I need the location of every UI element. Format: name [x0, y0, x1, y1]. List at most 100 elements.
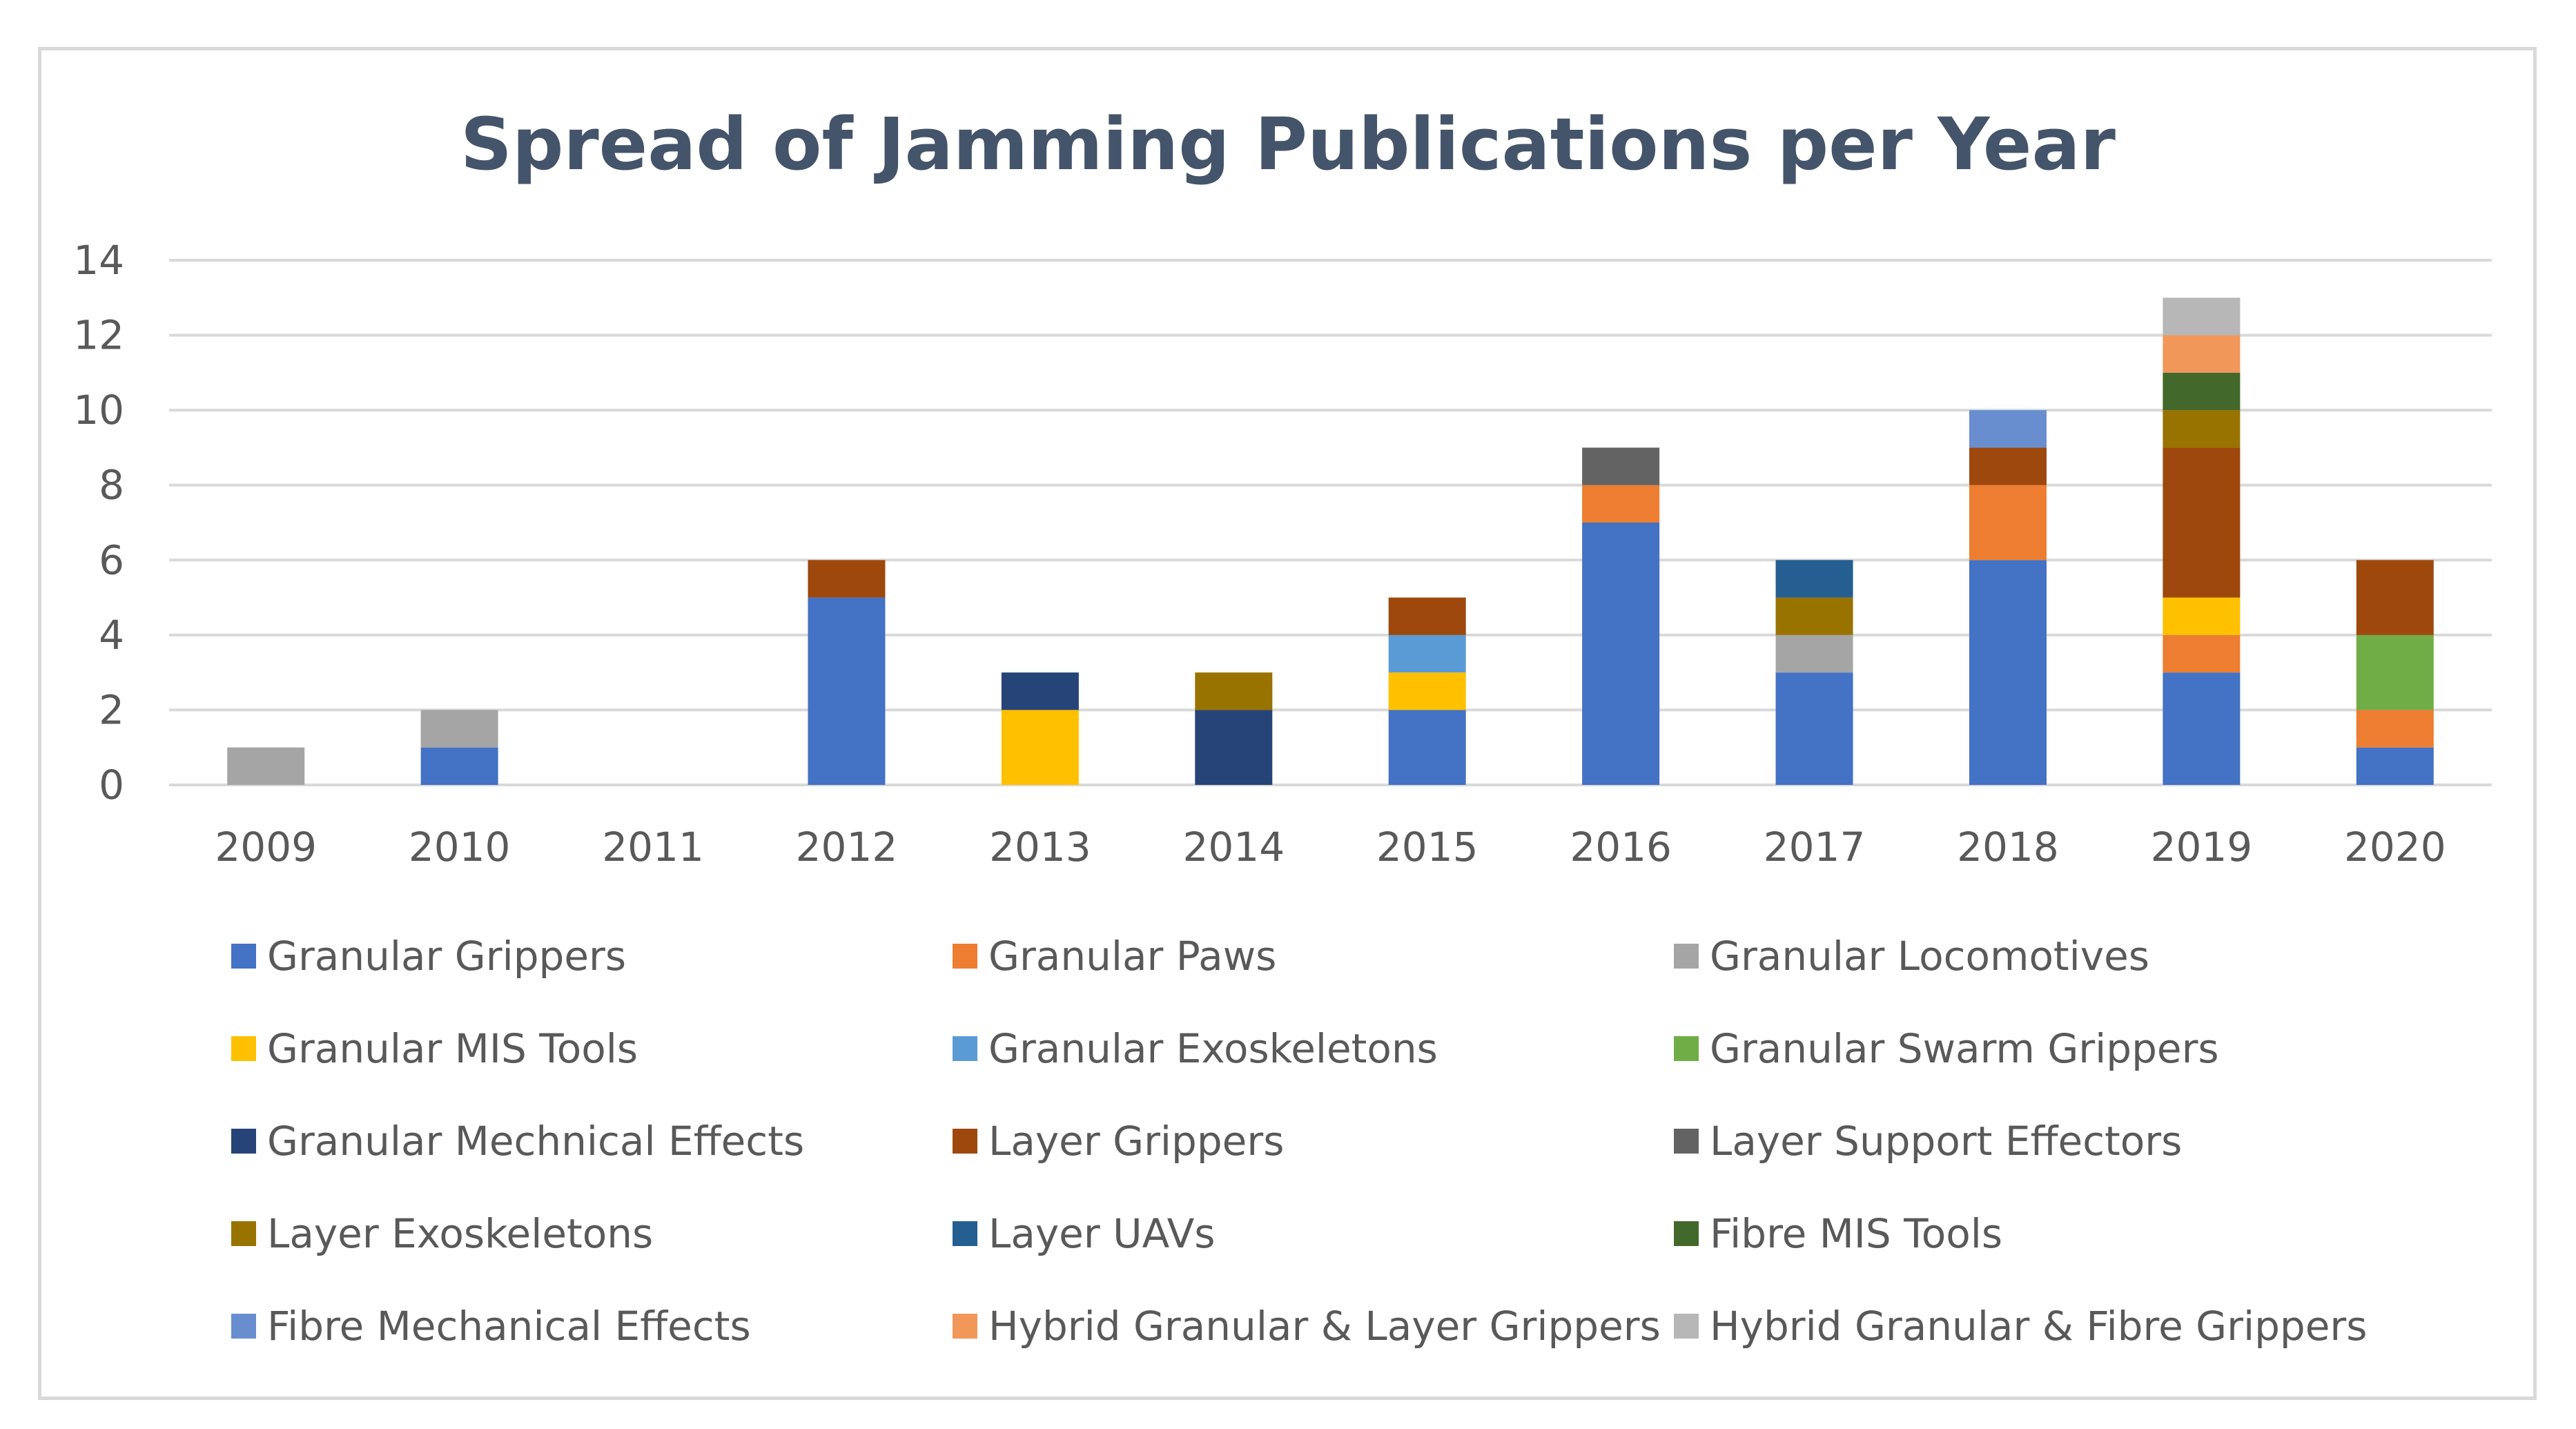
y-tick-label: 2	[99, 686, 124, 733]
x-tick-label: 2015	[1376, 824, 1479, 871]
bar-segment	[2356, 560, 2434, 635]
legend-swatch	[1674, 944, 1699, 969]
bar-segment	[1775, 560, 1853, 598]
bar-segment	[2356, 747, 2434, 785]
bar-segment	[420, 710, 498, 748]
legend-label: Fibre MIS Tools	[1710, 1210, 2002, 1257]
bar-segment	[2163, 372, 2241, 411]
bar-segment	[1582, 485, 1660, 523]
x-tick-label: 2020	[2344, 824, 2446, 871]
legend-swatch	[231, 1221, 256, 1246]
legend-item: Layer Support Effectors	[1674, 1118, 2182, 1165]
legend-swatch	[231, 1129, 256, 1154]
bar-segment	[1195, 672, 1273, 710]
legend-label: Hybrid Granular & Fibre Grippers	[1710, 1303, 2367, 1350]
bar-segment	[2163, 447, 2241, 598]
bar-segment	[808, 597, 886, 785]
bar-segment	[1969, 410, 2047, 448]
bar-segment	[420, 747, 498, 785]
bar-segment	[2356, 634, 2434, 710]
legend-label: Layer UAVs	[988, 1210, 1215, 1257]
y-tick-label: 8	[99, 462, 124, 509]
x-tick-label: 2013	[989, 824, 1091, 871]
bar-segment	[1969, 485, 2047, 561]
legend-label: Layer Exoskeletons	[267, 1210, 653, 1257]
legend-label: Layer Support Effectors	[1710, 1118, 2182, 1165]
legend-swatch	[231, 1314, 256, 1339]
legend-item: Layer UAVs	[953, 1210, 1215, 1257]
legend-swatch	[953, 944, 977, 969]
legend-swatch	[1674, 1036, 1699, 1061]
legend-item: Hybrid Granular & Fibre Grippers	[1674, 1303, 2367, 1350]
bar-segment	[1775, 672, 1853, 785]
x-tick-label: 2017	[1764, 824, 1866, 871]
gridlines	[169, 259, 2492, 786]
legend-swatch	[1674, 1314, 1699, 1339]
legend-swatch	[953, 1314, 977, 1339]
x-tick-label: 2009	[215, 824, 317, 871]
bar-segment	[227, 747, 305, 785]
bar-segment	[2163, 597, 2241, 635]
legend-label: Granular Locomotives	[1710, 933, 2149, 980]
bar-segment	[1582, 447, 1660, 485]
bar-segment	[2163, 634, 2241, 673]
legend-label: Granular Paws	[988, 933, 1276, 980]
y-tick-label: 4	[99, 612, 124, 659]
legend-item: Fibre Mechanical Effects	[231, 1303, 751, 1350]
bar-segment	[808, 560, 886, 598]
y-tick-label: 6	[99, 536, 124, 583]
x-tick-label: 2016	[1570, 824, 1672, 871]
legend-item: Granular Swarm Grippers	[1674, 1025, 2219, 1072]
bar-segment	[1388, 672, 1466, 710]
bar-segment	[2163, 335, 2241, 373]
legend-item: Hybrid Granular & Layer Grippers	[953, 1303, 1661, 1350]
bar-segment	[2163, 672, 2241, 785]
legend-label: Fibre Mechanical Effects	[267, 1303, 751, 1350]
legend-item: Granular Mechnical Effects	[231, 1118, 804, 1165]
y-tick-label: 12	[73, 312, 124, 359]
x-tick-label: 2018	[1957, 824, 2059, 871]
legend-label: Granular Exoskeletons	[988, 1025, 1438, 1072]
legend: Granular Grippers Granular Paws Granular L…	[231, 933, 2367, 1350]
bar-segment	[2163, 298, 2241, 336]
bar-segment	[1195, 710, 1273, 785]
legend-item: Layer Grippers	[953, 1118, 1284, 1165]
legend-item: Granular Locomotives	[1674, 933, 2149, 980]
y-axis-ticks: 0 2 4 6 8 10 12 14	[73, 237, 124, 808]
legend-swatch	[231, 1036, 256, 1061]
x-tick-label: 2011	[602, 824, 704, 871]
x-axis-ticks: 2009 2010 2011 2012 2013 2014 2015 2016 2017 2018…	[215, 824, 2446, 871]
legend-label: Granular Swarm Grippers	[1710, 1025, 2219, 1072]
bar-segment	[1388, 710, 1466, 785]
chart-title: Spread of Jamming Publications per Year	[460, 102, 2116, 186]
bar-segment	[2163, 410, 2241, 448]
legend-swatch	[953, 1129, 977, 1154]
x-tick-label: 2014	[1182, 824, 1285, 871]
bar-segment	[1388, 634, 1466, 673]
x-tick-label: 2019	[2151, 824, 2253, 871]
bars	[227, 298, 2434, 785]
bar-segment	[1775, 597, 1853, 635]
legend-item: Granular Grippers	[231, 933, 626, 980]
bar-segment	[1388, 597, 1466, 635]
y-tick-label: 10	[73, 387, 124, 434]
y-tick-label: 14	[73, 237, 124, 284]
legend-label: Granular MIS Tools	[267, 1025, 638, 1072]
legend-label: Granular Mechnical Effects	[267, 1118, 804, 1165]
legend-swatch	[231, 944, 256, 969]
legend-item: Fibre MIS Tools	[1674, 1210, 2002, 1257]
bar-segment	[1001, 710, 1079, 785]
bar-segment	[1582, 523, 1660, 785]
legend-swatch	[953, 1221, 977, 1246]
bar-segment	[1969, 447, 2047, 485]
legend-label: Layer Grippers	[988, 1118, 1284, 1165]
legend-item: Granular MIS Tools	[231, 1025, 638, 1072]
legend-swatch	[953, 1036, 977, 1061]
legend-label: Hybrid Granular & Layer Grippers	[988, 1303, 1661, 1350]
bar-segment	[2356, 710, 2434, 748]
legend-swatch	[1674, 1221, 1699, 1246]
legend-item: Granular Exoskeletons	[953, 1025, 1438, 1072]
x-tick-label: 2010	[409, 824, 511, 871]
y-tick-label: 0	[99, 761, 124, 808]
